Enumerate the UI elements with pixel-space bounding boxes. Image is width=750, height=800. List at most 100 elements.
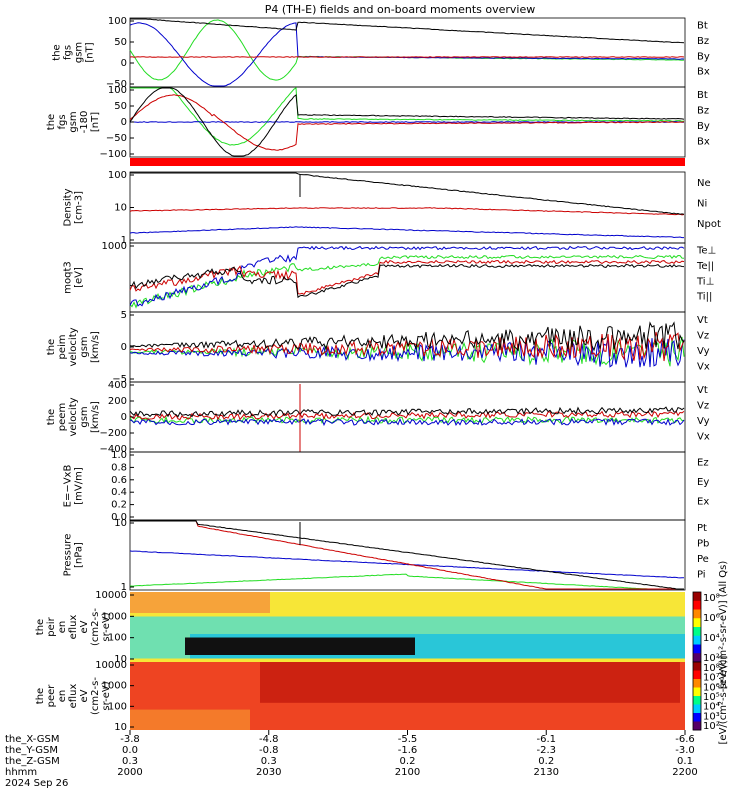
colorbar-tick-label: 10⁸ (703, 593, 720, 604)
series-line-te (129, 263, 685, 299)
series-line-bx (129, 22, 685, 87)
y-axis-label-line: [nT] (85, 42, 96, 62)
y-axis-label-line: -180 (79, 111, 90, 134)
colorbar-segment (693, 721, 701, 731)
legend-label: Vy (697, 346, 710, 357)
plot-frame (129, 519, 686, 591)
y-axis-label-line: (cm2-s- (90, 608, 101, 646)
y-tick-label: 50 (114, 101, 127, 112)
x-tick-label: 0.2 (538, 756, 554, 767)
x-tick-label: -5.5 (398, 734, 418, 745)
colorbar-label: [eV/(cm²-s-sr-eV)] (All Qs) (718, 561, 729, 690)
colorbar-tick-label: 10⁶ (703, 613, 720, 624)
series-line-npot (129, 226, 684, 239)
y-axis-label-line: gsm (74, 42, 85, 63)
y-axis-label: the fgs gsm -180 [nT] (46, 111, 101, 134)
panel-fgs-gsm: 100 50 0 −50 the fgs gsm [nT] Bt Bz By Bx (52, 16, 710, 90)
series-line-vt (129, 321, 685, 352)
plot-frame (129, 381, 686, 453)
legend-label: Ti|| (696, 292, 712, 303)
series-line-by (130, 87, 685, 146)
colorbar-segment (693, 592, 701, 602)
series-line-pi (129, 550, 685, 579)
y-axis-label-line: the (35, 619, 46, 635)
red-status-bar (130, 158, 685, 166)
panel-density: 100 10 1 Density [cm-3] Ne Ni Npot (63, 170, 721, 246)
colorbar-segment (693, 687, 701, 697)
y-tick-label: 0.6 (111, 475, 127, 486)
legend-label: Vx (697, 432, 710, 443)
y-axis-label: Density [cm-3] (63, 188, 85, 226)
series-line-pt (130, 520, 684, 590)
y-tick-label: −400 (100, 444, 127, 455)
legend-label: Vt (697, 315, 708, 326)
x-axis-row-label: hhmm (5, 767, 37, 778)
x-tick-label: -1.6 (398, 745, 418, 756)
y-axis-label-line: gsm (68, 111, 79, 132)
y-tick-label: 1000 (102, 611, 127, 622)
heatmap-orange-patch (130, 709, 250, 730)
y-tick-label: 100 (108, 170, 127, 181)
y-axis-label-line: the (46, 409, 57, 425)
y-tick-label: 10 (114, 518, 127, 529)
legend-label: Vz (697, 330, 709, 341)
colorbar-tick-label: 10⁸ (703, 663, 720, 674)
panel-peim-velocity: 5 0 −5 the peim velocity gsm [km/s] Vt Vz Vy Vx (46, 310, 710, 385)
y-axis-label-line: the (46, 339, 57, 355)
y-axis-label: Pressure [nPa] (63, 534, 85, 577)
y-axis-label-line: Pressure (63, 534, 74, 577)
legend-label: Vy (697, 416, 710, 427)
y-tick-label: 100 (108, 633, 127, 644)
colorbar-segment (693, 635, 701, 645)
x-tick-label: -2.3 (536, 745, 556, 756)
y-tick-label: −200 (100, 428, 127, 439)
y-tick-label: 5 (121, 310, 127, 321)
y-tick-label: 1000 (102, 681, 127, 692)
series-line-ne (129, 207, 685, 216)
heatmap-dark-band (260, 662, 680, 703)
colorbar-segment (693, 627, 701, 637)
y-tick-label: −50 (106, 79, 127, 90)
plot-frame (129, 311, 686, 383)
x-tick-label: 0.1 (677, 756, 693, 767)
colorbar-tick-label: 10⁶ (703, 682, 720, 693)
y-axis-label: the fgs gsm [nT] (52, 42, 96, 63)
colorbar-segment (693, 644, 701, 654)
y-axis-label-line: sr-eV) (101, 681, 112, 710)
legend-label: Ez (697, 458, 709, 469)
colorbar-segment (693, 653, 701, 663)
y-tick-label: 400 (108, 380, 127, 391)
panel-pressure: 10 1 Pressure [nPa] Pt Pb Pe Pi (63, 518, 710, 593)
y-tick-label: 0.0 (111, 512, 127, 523)
x-tick-label: -0.8 (259, 745, 279, 756)
legend-label: Te⊥ (696, 246, 716, 257)
x-tick-label: 2130 (534, 767, 559, 778)
x-tick-label: 2100 (395, 767, 420, 778)
y-axis-label-line: sr-eV) (101, 612, 112, 641)
x-axis-row-label: 2024 Sep 26 (5, 778, 68, 789)
y-axis-label-line: the (46, 114, 57, 130)
y-tick-label: 10000 (95, 660, 127, 671)
legend-label: Pb (697, 538, 709, 549)
y-tick-label: 10 (114, 203, 127, 214)
y-axis-label-line: en (57, 621, 68, 634)
y-axis-label-line: [nT] (90, 112, 101, 132)
legend-label: Vt (697, 385, 708, 396)
panel-peem-velocity: 400 200 0 −200 −400 the peem velocity gsm [km/s] V… (46, 380, 710, 455)
legend-label: Bt (697, 21, 708, 32)
y-tick-label: 10000 (95, 590, 127, 601)
panel-fgs-dsl: 100 50 0 −50 −100 the fgs gsm -180 [nT] Bt Bz By Bx (46, 85, 710, 160)
y-axis-label: the peem velocity gsm [km/s] (46, 397, 101, 436)
y-axis-label-line: peer (46, 684, 57, 708)
legend-label: Te|| (696, 261, 714, 272)
series-line-bt (129, 87, 685, 157)
y-tick-label: 0.2 (111, 500, 127, 511)
x-tick-label: 0.0 (122, 745, 138, 756)
x-axis-row-label: the_Z-GSM (5, 756, 60, 767)
x-tick-label: 0.2 (400, 756, 416, 767)
y-axis-label-line: [cm-3] (74, 191, 85, 224)
series-line-vz (129, 410, 685, 421)
y-axis-label-line: the (52, 44, 63, 60)
plot-frame (129, 17, 686, 88)
